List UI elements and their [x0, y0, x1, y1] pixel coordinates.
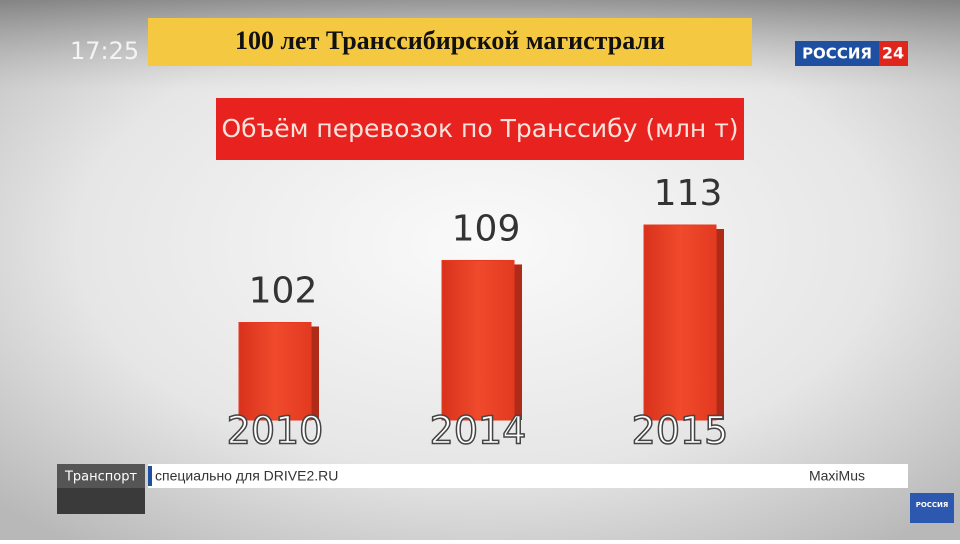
- section-under: [57, 488, 145, 514]
- section: Транспорт: [64, 470, 138, 485]
- headline-box: [148, 18, 752, 66]
- channel-number-box: [879, 41, 908, 66]
- bar-side: [716, 229, 724, 420]
- chart-title: Объём перевозок по Транссибу (млн т): [221, 114, 738, 143]
- x-tick-label: 2014: [430, 409, 527, 453]
- bar-side: [311, 326, 319, 420]
- bar: [238, 322, 312, 421]
- headline: 100 лет Транссибирской магистрали: [235, 26, 665, 55]
- clock: 17:25: [70, 37, 139, 65]
- ticker-marker: [148, 466, 152, 486]
- ticker: специально для DRIVE2.RU: [155, 468, 338, 484]
- corner-logo-text: РОССИЯ: [916, 501, 949, 509]
- ticker-bar: [148, 464, 908, 488]
- x-tick-label: 2010: [227, 409, 324, 453]
- bar-side: [514, 264, 522, 420]
- channel-number: 24: [882, 44, 904, 63]
- value-label: 102: [249, 271, 318, 312]
- bar: [441, 259, 515, 421]
- value-label: 113: [654, 173, 723, 214]
- channel-name: РОССИЯ: [802, 45, 872, 63]
- chart-title-box: [216, 98, 744, 160]
- x-tick-label: 2015: [632, 409, 729, 453]
- section-box: [57, 464, 145, 488]
- plot: 102 2010 109 2014 113 2015: [226, 173, 729, 453]
- author: MaxiMus: [809, 468, 865, 484]
- corner-logo: [910, 493, 954, 523]
- bar: [643, 224, 717, 421]
- channel-logo: [795, 41, 879, 66]
- value-label: 109: [452, 208, 521, 249]
